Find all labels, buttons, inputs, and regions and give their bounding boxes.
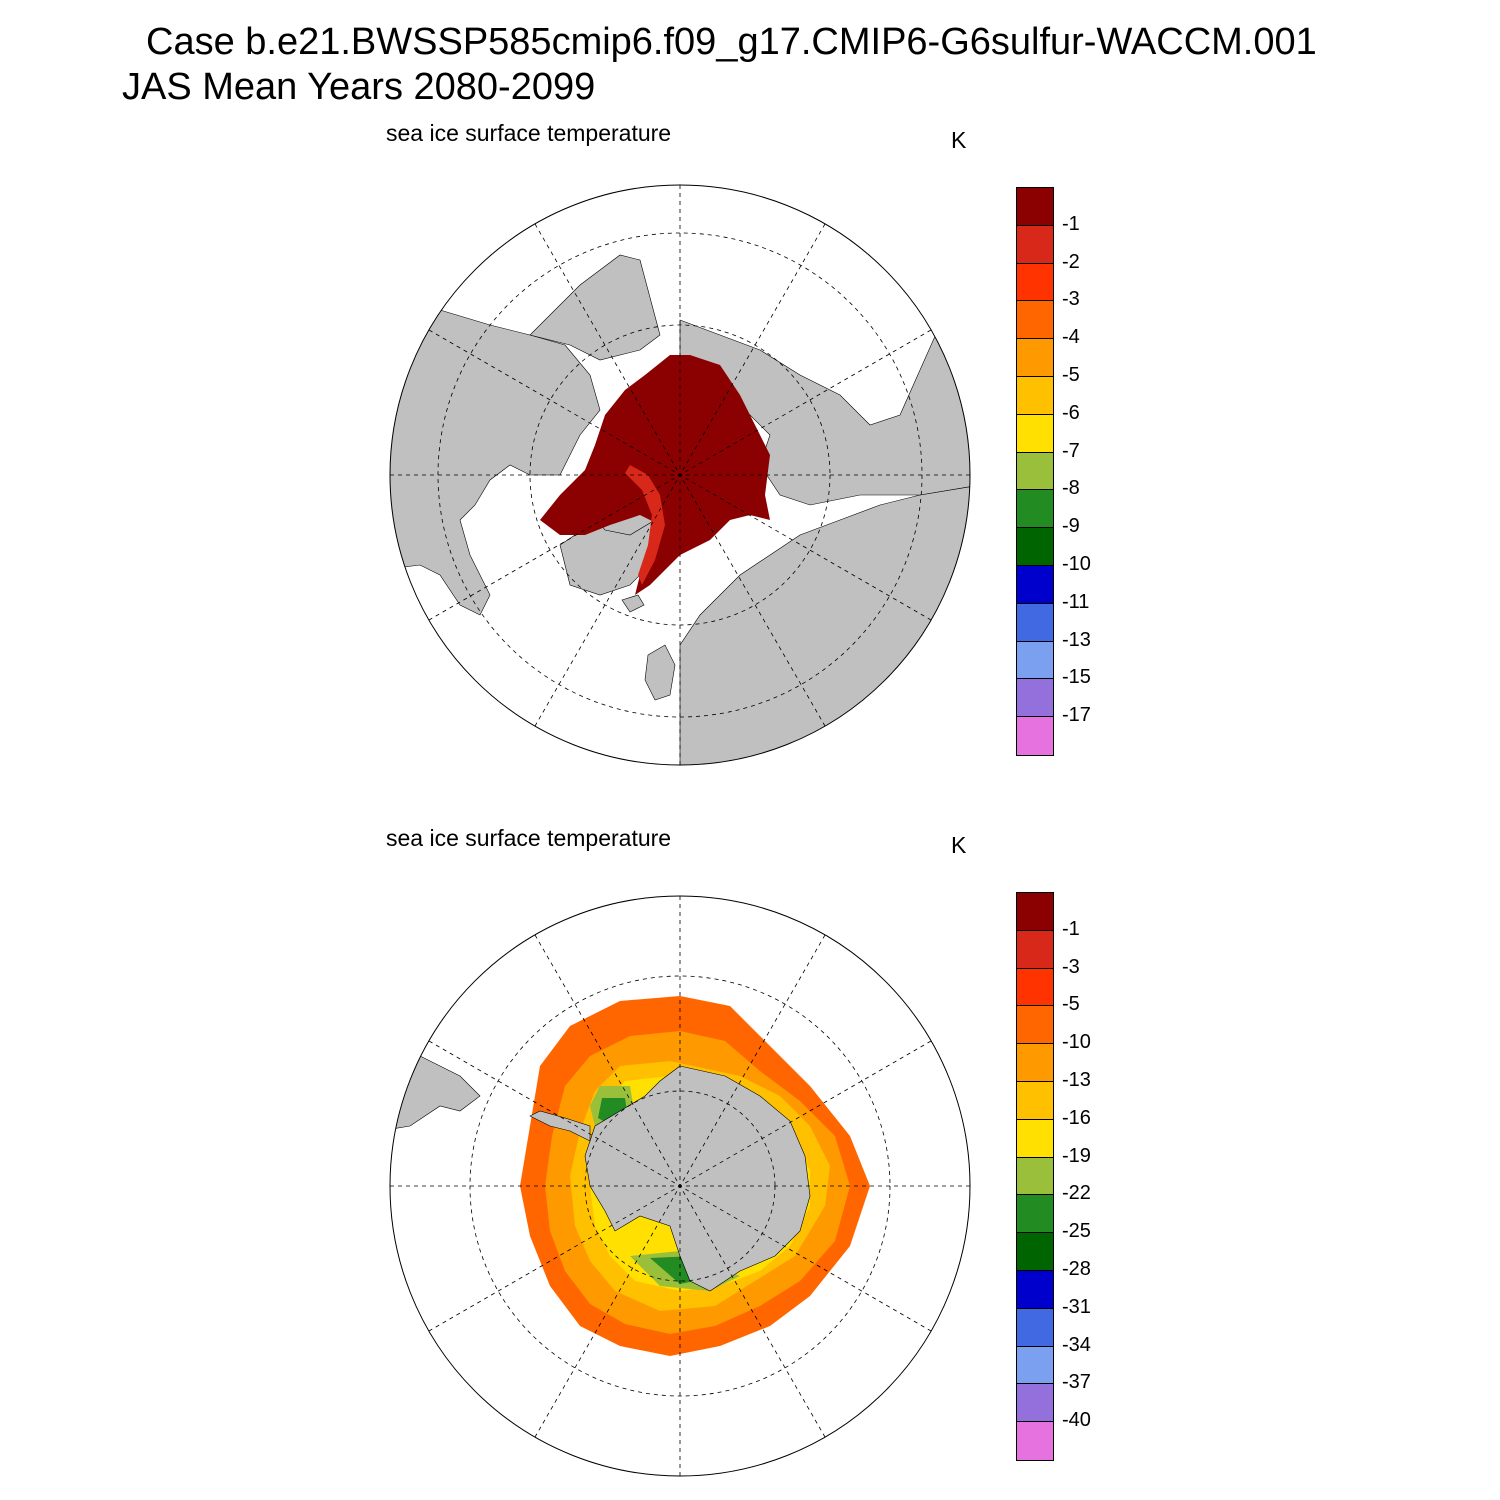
colorbar-tick-label: -40 (1062, 1409, 1091, 1432)
colorbar-tick-label: -10 (1062, 553, 1091, 575)
north-graticule (390, 185, 970, 765)
colorbar-swatch (1017, 968, 1053, 1007)
colorbar-tick-label: -3 (1062, 955, 1080, 978)
colorbar-swatch (1017, 641, 1053, 680)
iceland-land (621, 594, 645, 613)
colorbar-tick-label: -1 (1062, 917, 1080, 940)
colorbar-swatch (1017, 528, 1053, 566)
colorbar-tick-label: -25 (1062, 1220, 1091, 1243)
colorbar-swatch (1017, 603, 1053, 642)
colorbar-tick-label: -7 (1062, 439, 1080, 462)
colorbar-swatch (1017, 1270, 1053, 1309)
colorbar-swatch (1017, 1157, 1053, 1196)
north-polar-map (389, 184, 971, 766)
colorbar-swatch (1017, 1195, 1053, 1234)
colorbar-swatch (1017, 263, 1053, 302)
colorbar-swatch (1017, 1346, 1053, 1385)
colorbar-tick-label: -3 (1062, 288, 1080, 311)
north-colorbar (1016, 187, 1054, 756)
colorbar-swatch (1017, 225, 1053, 264)
colorbar-tick-label: -34 (1062, 1333, 1091, 1356)
colorbar-swatch (1017, 301, 1053, 340)
colorbar-tick-label: -31 (1062, 1295, 1091, 1318)
colorbar-tick-label: -11 (1062, 590, 1090, 613)
south-panel-title: sea ice surface temperature (386, 825, 672, 851)
colorbar-swatch (1017, 1308, 1053, 1347)
colorbar-swatch (1017, 339, 1053, 377)
colorbar-swatch (1017, 490, 1053, 529)
colorbar-tick-label: -1 (1062, 212, 1080, 235)
south-units-label: K (951, 832, 967, 858)
colorbar-swatch (1017, 565, 1053, 604)
colorbar-tick-label: -17 (1062, 704, 1091, 727)
colorbar-swatch (1017, 1081, 1053, 1120)
colorbar-swatch (1017, 679, 1053, 718)
antarctic-peninsula-land (529, 1110, 591, 1142)
british-isles-land (644, 644, 676, 701)
colorbar-tick-label: -13 (1062, 1069, 1091, 1091)
colorbar-tick-label: -4 (1062, 326, 1080, 349)
north-panel-title: sea ice surface temperature (386, 120, 672, 146)
north-sea-ice-edge (625, 465, 665, 585)
colorbar-tick-label: -28 (1062, 1258, 1091, 1280)
figure-title-line2: JAS Mean Years 2080-2099 (122, 66, 596, 108)
south-graticule (390, 896, 970, 1476)
colorbar-swatch (1017, 1044, 1053, 1082)
colorbar-tick-label: -8 (1062, 477, 1080, 500)
colorbar-tick-label: -22 (1062, 1182, 1091, 1205)
colorbar-tick-label: -6 (1062, 401, 1080, 424)
colorbar-swatch (1017, 414, 1053, 453)
colorbar-swatch (1017, 1384, 1053, 1423)
colorbar-swatch (1017, 1233, 1053, 1271)
colorbar-swatch (1017, 930, 1053, 969)
colorbar-tick-label: -10 (1062, 1031, 1091, 1054)
south-map-border (389, 895, 971, 1477)
colorbar-tick-label: -15 (1062, 666, 1091, 689)
colorbar-swatch (1017, 376, 1053, 415)
figure-title-line1: Case b.e21.BWSSP585cmip6.f09_g17.CMIP6-G… (146, 21, 1317, 63)
colorbar-swatch (1017, 1006, 1053, 1045)
colorbar-swatch (1017, 1422, 1053, 1460)
north-units-label: K (951, 127, 967, 153)
colorbar-tick-label: -5 (1062, 993, 1080, 1016)
colorbar-tick-label: -13 (1062, 628, 1091, 651)
colorbar-tick-label: -37 (1062, 1371, 1091, 1394)
colorbar-tick-label: -16 (1062, 1106, 1091, 1129)
colorbar-tick-label: -9 (1062, 515, 1080, 538)
north-map-border (389, 184, 971, 766)
colorbar-tick-label: -2 (1062, 250, 1080, 273)
colorbar-swatch (1017, 452, 1053, 491)
colorbar-swatch (1017, 893, 1053, 931)
south-colorbar (1016, 892, 1054, 1461)
colorbar-swatch (1017, 717, 1053, 755)
colorbar-swatch (1017, 1119, 1053, 1158)
north-america-land (390, 294, 601, 616)
colorbar-tick-label: -19 (1062, 1144, 1091, 1167)
colorbar-swatch (1017, 188, 1053, 226)
south-polar-map (389, 895, 971, 1477)
colorbar-tick-label: -5 (1062, 364, 1080, 386)
alaska-land (529, 254, 661, 361)
